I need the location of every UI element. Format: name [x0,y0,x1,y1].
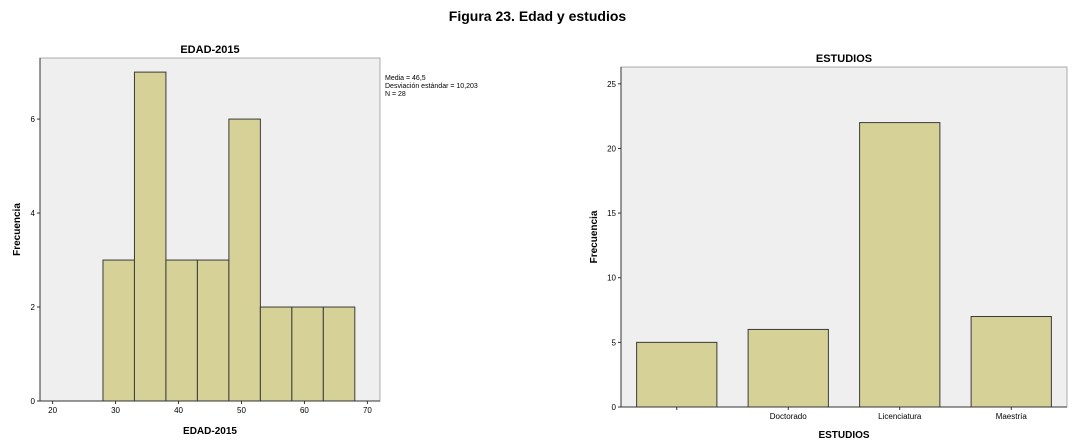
y-tick-label: 15 [607,209,616,218]
y-tick-label: 5 [612,338,617,347]
y-tick-label: 0 [612,403,617,412]
category-bar [636,341,718,408]
x-tick-label: 50 [237,406,246,415]
x-tick-label: Doctorado [770,412,807,421]
x-tick-label: 60 [300,406,309,415]
histogram-bar [196,259,230,402]
histogram-bar [133,71,167,402]
histogram-bar [102,259,135,402]
category-bar [747,328,829,408]
histogram-bar [228,118,261,402]
chart-title: ESTUDIOS [816,53,872,65]
y-tick-label: 25 [607,80,616,89]
category-bar [859,122,941,408]
x-tick-label: 70 [363,406,372,415]
category-bar [970,316,1052,408]
x-axis-title: EDAD-2015 [183,426,237,437]
histogram-bar [165,259,198,402]
x-tick-label: 20 [48,406,57,415]
y-tick-label: 2 [31,303,36,312]
figure-title: Figura 23. Edad y estudios [448,8,627,24]
x-tick-label: 40 [174,406,183,415]
stats-std: Desviación estándar = 10,203 [385,83,478,90]
y-tick-label: 10 [607,274,616,283]
y-tick-label: 4 [31,209,36,218]
stats-mean: Media = 46,5 [385,75,426,82]
y-tick-label: 20 [607,144,616,153]
histogram-bar [322,306,356,402]
chart-title: EDAD-2015 [180,44,239,56]
histogram-bar [291,306,324,402]
y-axis-title: Frecuencia [589,210,600,263]
x-tick-label: Licenciatura [878,412,922,421]
y-tick-label: 6 [31,115,36,124]
y-axis-title: Frecuencia [12,203,23,256]
histogram-bar [259,306,293,402]
x-tick-label: 30 [111,406,120,415]
y-tick-label: 0 [31,397,36,406]
stats-n: N = 28 [385,91,406,98]
x-tick-label: Maestría [996,412,1028,421]
x-axis-title: ESTUDIOS [818,430,869,441]
